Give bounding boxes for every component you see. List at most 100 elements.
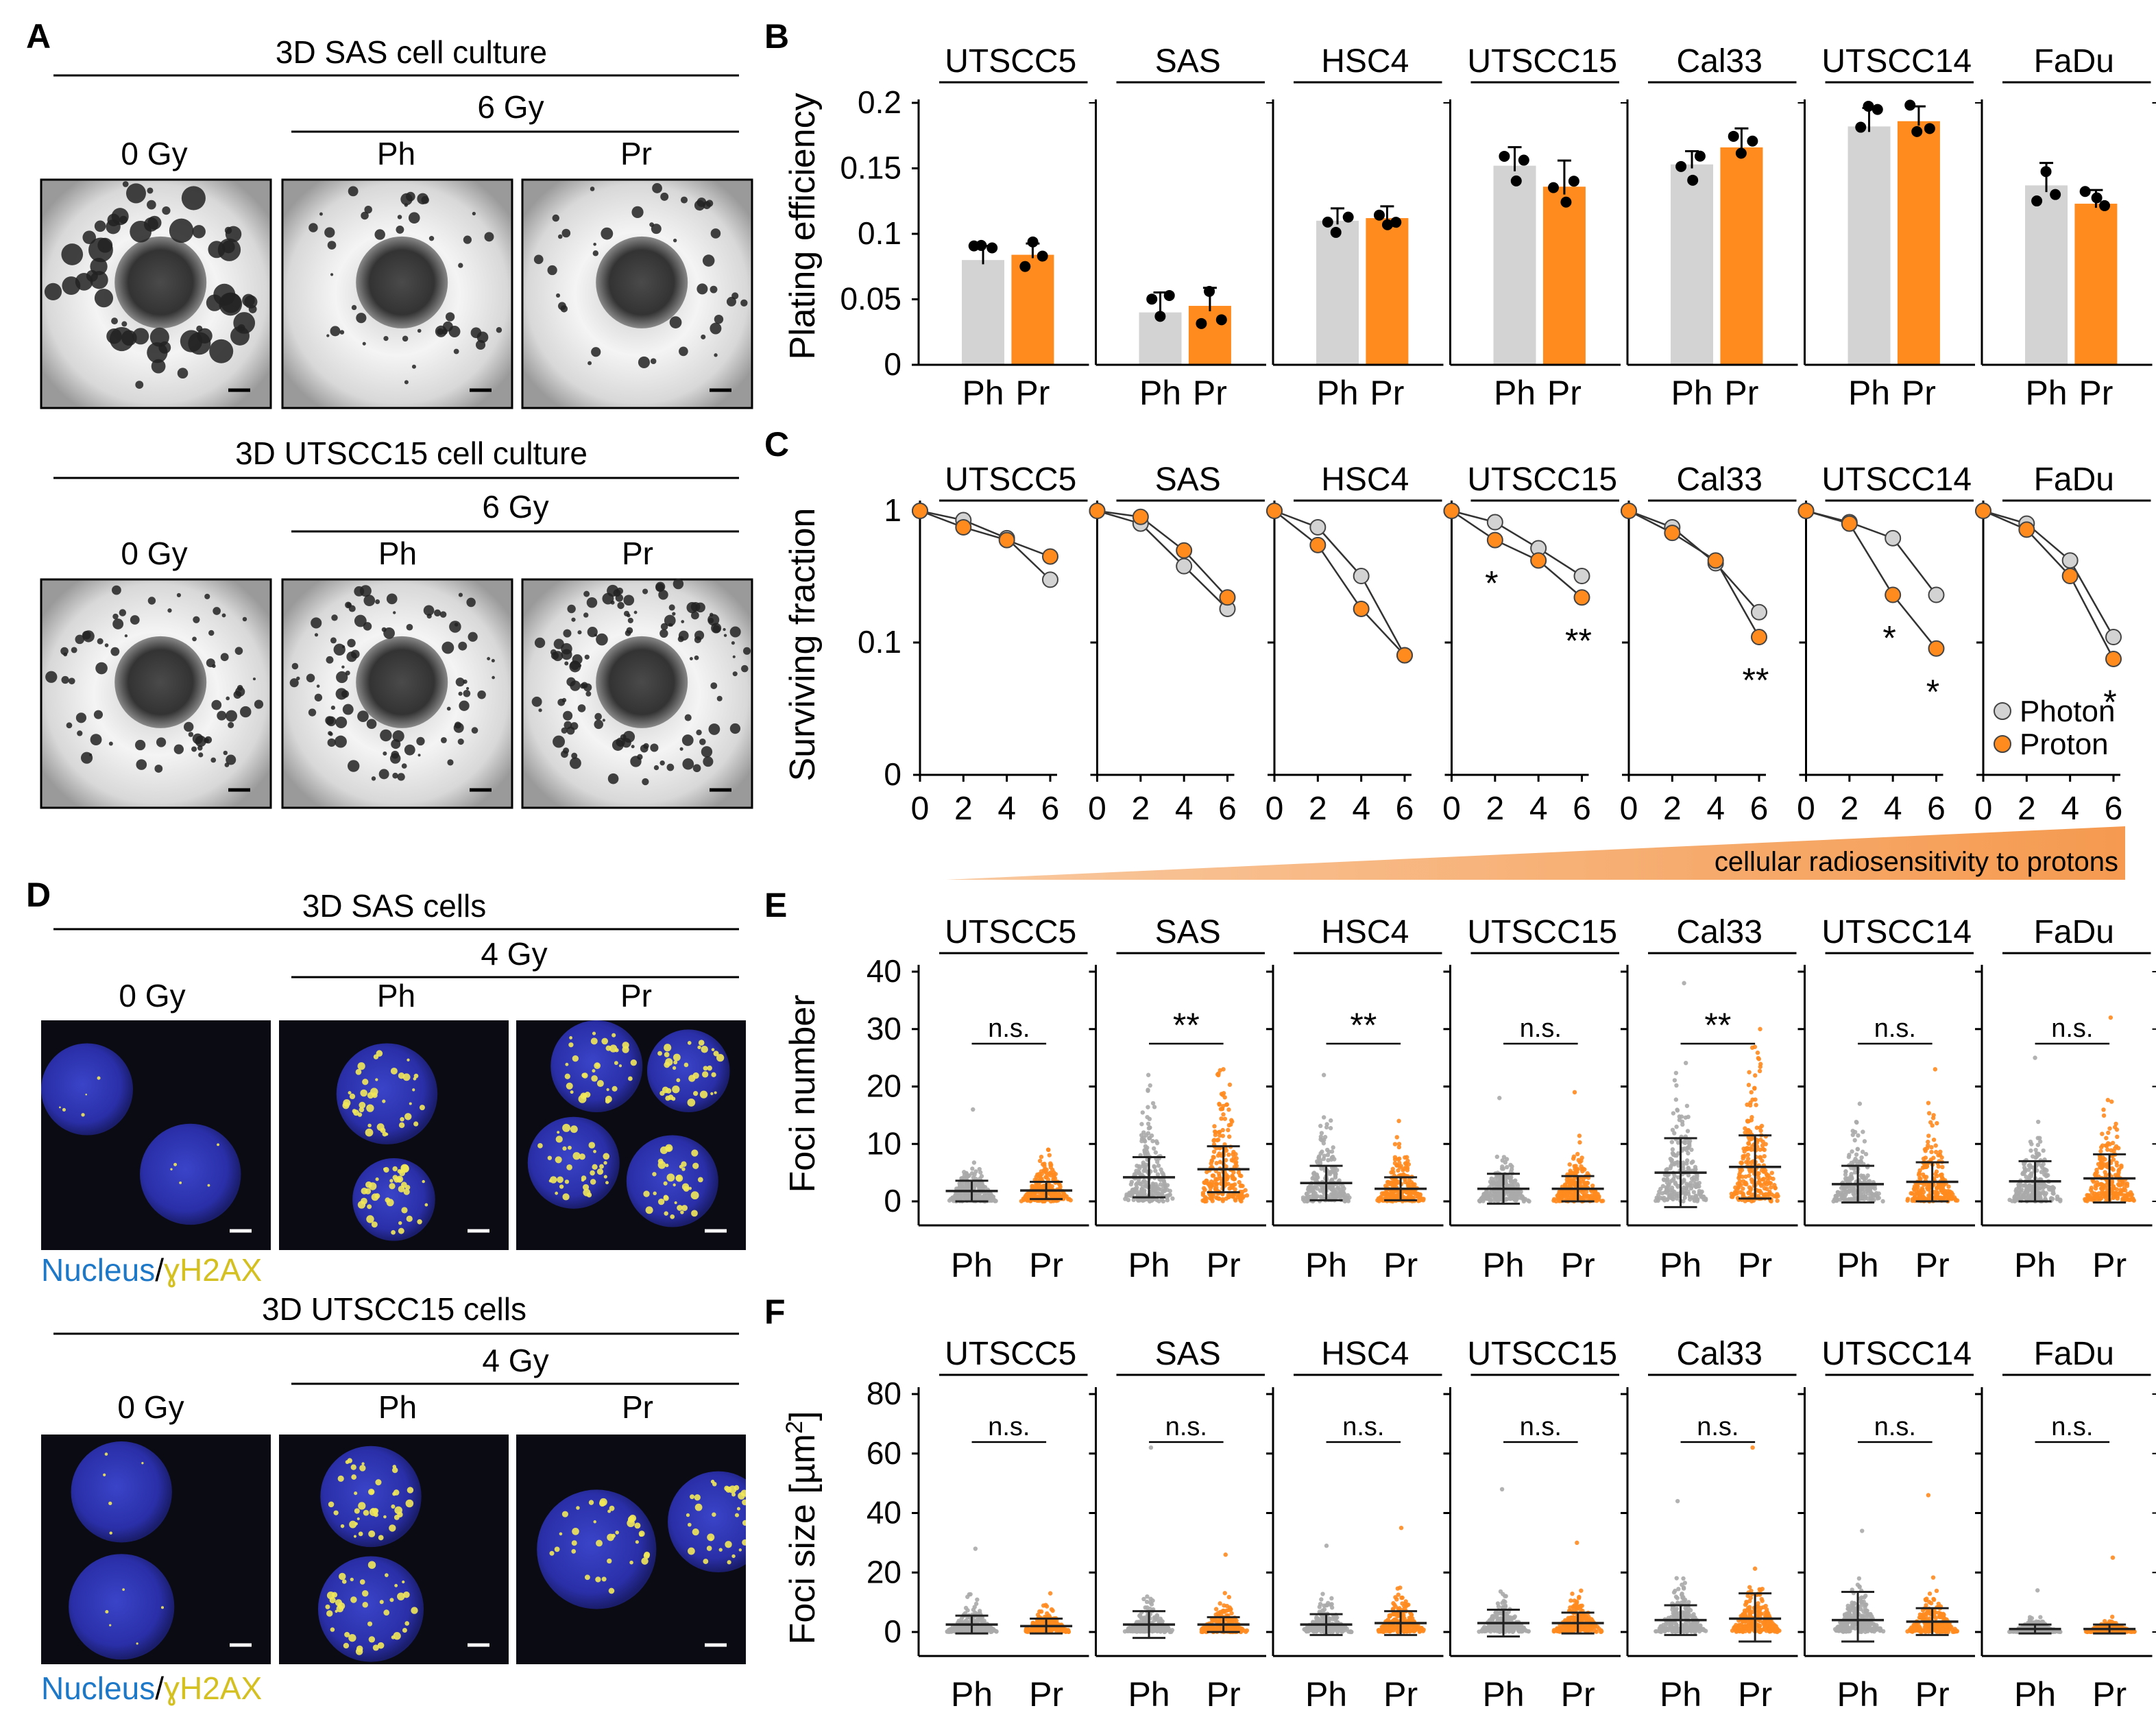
photon-focus-point: [1854, 1119, 1859, 1125]
foci-spot: [694, 1503, 703, 1511]
replicate-dot: [1863, 100, 1874, 112]
photon-focus-point: [1316, 1155, 1322, 1161]
proton-focus-point: [1047, 1153, 1052, 1157]
proton-focus-point: [2122, 1181, 2127, 1186]
photon-focus-point: [1152, 1164, 1157, 1170]
photon-focus-point: [2028, 1139, 2033, 1144]
proton-focus-point: [1573, 1164, 1578, 1168]
proton-focus-point: [1746, 1160, 1751, 1165]
colony-dot: [448, 325, 461, 337]
foci-spot: [85, 1093, 87, 1096]
colony-dot: [570, 660, 580, 671]
replicate-dot: [1330, 226, 1342, 238]
fluorescence-micrograph: [279, 1435, 509, 1664]
foci-spot: [711, 1072, 716, 1077]
photon-focus-point: [1497, 1096, 1502, 1101]
photon-focus-point: [1497, 1181, 1501, 1186]
nucleus: [69, 1554, 175, 1660]
foci-spot: [611, 1533, 616, 1538]
proton-focus-point: [1394, 1135, 1399, 1140]
x-tick-label: 0: [1088, 791, 1106, 827]
photon-focus-point: [1145, 1114, 1150, 1120]
proton-focus-point: [1058, 1184, 1063, 1190]
proton-focus-point: [1769, 1171, 1774, 1175]
cell-line-header: SAS: [1155, 914, 1221, 950]
foci-spot: [643, 1552, 650, 1559]
foci-spot: [570, 1125, 578, 1133]
foci-spot: [707, 1065, 712, 1071]
photon-curve: [1806, 509, 1937, 596]
replicate-dot: [1568, 176, 1579, 187]
foci-spot: [565, 1062, 569, 1066]
foci-spot: [330, 1627, 335, 1632]
colony-dot: [176, 592, 181, 597]
photon-focus-point: [1128, 1181, 1134, 1187]
photon-focus-point: [1135, 1185, 1139, 1190]
photon-focus-point: [1691, 1190, 1697, 1195]
proton-focus-point: [1937, 1153, 1943, 1157]
proton-curve: [1806, 509, 1937, 649]
colony-dot: [112, 619, 124, 629]
micrograph-content: [537, 1471, 746, 1609]
photon-focus-point: [1139, 1192, 1145, 1197]
proton-focus-point: [1220, 1106, 1225, 1112]
proton-focus-point: [2114, 1160, 2119, 1165]
proton-focus-point: [1401, 1173, 1406, 1177]
foci-spot: [361, 1197, 367, 1205]
foci-spot: [687, 1099, 696, 1107]
colony-dot: [381, 627, 387, 632]
photon-focus-point: [1876, 1191, 1881, 1196]
colony-dot: [664, 614, 676, 627]
colony-dot: [682, 758, 694, 770]
photon-focus-point: [994, 1629, 999, 1634]
colony-dot: [404, 380, 409, 385]
foci-spot: [592, 1031, 596, 1035]
foci-spot: [391, 1504, 396, 1509]
photon-focus-point: [963, 1185, 969, 1190]
photon-focus-point: [1134, 1190, 1139, 1195]
foci-spot: [391, 1467, 398, 1474]
foci-spot: [383, 1609, 390, 1616]
proton-focus-point: [2111, 1195, 2116, 1200]
x-category-label: Ph: [1671, 374, 1712, 412]
foci-spot: [681, 1161, 687, 1167]
photon-focus-point: [1148, 1083, 1152, 1088]
colony-dot: [314, 633, 319, 637]
colony-dot: [447, 759, 454, 766]
foci-spot: [406, 1215, 413, 1223]
micrograph-content: [41, 1043, 241, 1225]
foci-spot: [376, 1050, 383, 1057]
photon-focus-point: [1328, 1126, 1333, 1131]
photon-focus-point: [2033, 1055, 2037, 1060]
colony-dot: [252, 677, 256, 681]
colony-dot: [404, 744, 415, 756]
photon-focus-point: [1141, 1160, 1146, 1165]
panel-a-top-label-2: Pr: [620, 136, 652, 171]
proton-point: [1975, 503, 1991, 519]
photon-focus-point: [1132, 1172, 1137, 1177]
foci-spot: [361, 1590, 369, 1597]
proton-focus-point: [1755, 1051, 1760, 1055]
proton-point: [1885, 586, 1902, 603]
foci-spot: [424, 1203, 428, 1207]
foci-spot: [404, 1621, 410, 1626]
proton-focus-point: [1239, 1199, 1244, 1204]
proton-focus-point: [1231, 1158, 1236, 1163]
panel-letter-f: F: [764, 1293, 786, 1331]
proton-focus-point: [1743, 1174, 1748, 1179]
photon-point: [1176, 557, 1193, 575]
proton-focus-point: [1738, 1190, 1743, 1195]
foci-spot: [571, 1549, 577, 1554]
colony-dot: [331, 614, 338, 621]
proton-focus-point: [1741, 1186, 1745, 1191]
foci-spot: [635, 1540, 639, 1544]
proton-focus-point: [1926, 1111, 1932, 1116]
cell-line-header: UTSCC14: [1821, 1336, 1972, 1372]
colony-dot: [167, 608, 172, 613]
colony-dot: [566, 726, 575, 735]
colony-dot: [466, 597, 476, 608]
photon-focus-point: [2024, 1190, 2028, 1195]
x-category-label: Ph: [1305, 1246, 1347, 1284]
proton-focus-point: [2123, 1197, 2128, 1202]
photon-focus-point: [1850, 1132, 1856, 1138]
